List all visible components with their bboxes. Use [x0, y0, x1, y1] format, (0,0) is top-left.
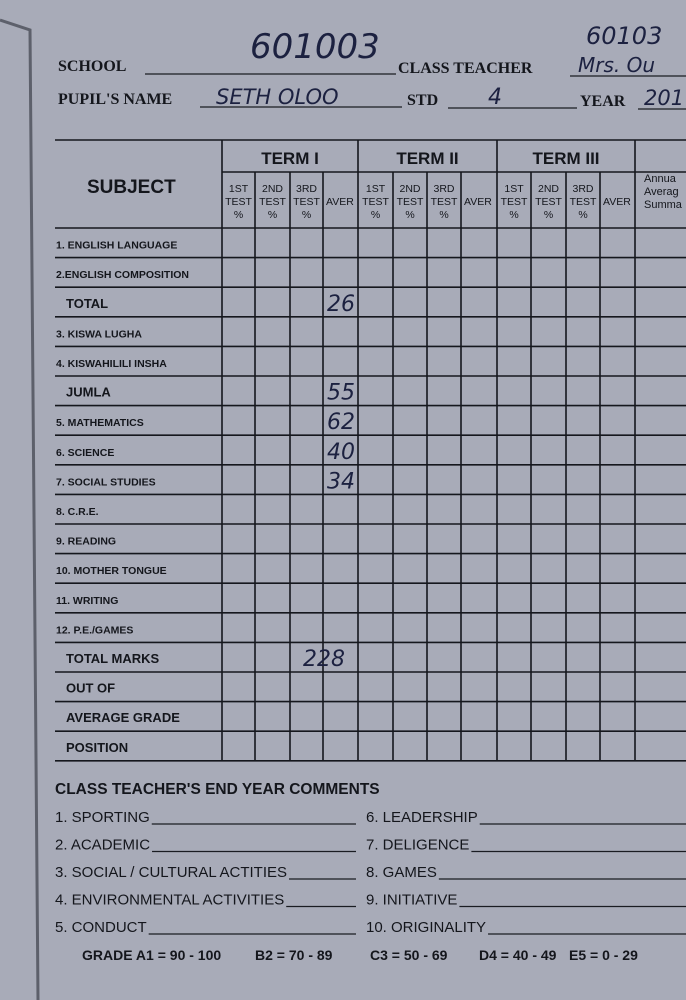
- column-header: TEST: [570, 196, 597, 208]
- comment-label: 5. CONDUCT: [55, 919, 147, 936]
- grade-scale: B2 = 70 - 89: [255, 947, 333, 963]
- column-header: %: [302, 209, 311, 221]
- comment-label: 6. LEADERSHIP: [366, 809, 478, 826]
- column-header: %: [268, 209, 277, 221]
- comments-title: CLASS TEACHER'S END YEAR COMMENTS: [55, 781, 380, 798]
- comments: 1. SPORTING 2. ACADEMIC 3. SOCIAL / CULTUR…: [55, 809, 686, 936]
- grade-scale: C3 = 50 - 69: [370, 947, 448, 963]
- std-value: 4: [488, 85, 502, 110]
- comment-label: 2. ACADEMIC: [55, 837, 150, 854]
- term1-average: 34: [327, 469, 355, 494]
- annual-header: Summa: [644, 199, 683, 211]
- year-value: 201: [644, 86, 684, 110]
- term1-average: 40: [327, 440, 355, 465]
- term1-average: 26: [327, 292, 355, 317]
- corner-code: 60103: [586, 22, 662, 50]
- subject-label: JUMLA: [66, 385, 111, 400]
- subject-label: TOTAL: [66, 296, 108, 311]
- subject-label: 1. ENGLISH LANGUAGE: [56, 240, 177, 252]
- column-header: TEST: [293, 196, 320, 208]
- subject-label: 6. SCIENCE: [56, 447, 114, 459]
- subject-label: 4. KISWAHILILI INSHA: [56, 358, 167, 370]
- column-header: %: [234, 209, 243, 221]
- subject-label: 8. C.R.E.: [56, 506, 99, 518]
- term1-average: 228: [303, 647, 345, 672]
- column-header: 2ND: [262, 183, 283, 195]
- subject-label: 5. MATHEMATICS: [56, 417, 144, 429]
- pupil-name-label: PUPIL'S NAME: [58, 91, 172, 108]
- class-teacher-label: CLASS TEACHER: [398, 60, 533, 77]
- paper-edge: [0, 18, 40, 1000]
- column-header: AVER: [603, 196, 631, 208]
- comment-label: 1. SPORTING: [55, 809, 150, 826]
- subject-label: OUT OF: [66, 681, 115, 696]
- comment-label: 4. ENVIRONMENTAL ACTIVITIES: [55, 892, 284, 909]
- class-teacher-value: Mrs. Ou: [578, 53, 655, 77]
- grade-scale: GRADE A1 = 90 - 100: [82, 947, 221, 963]
- column-header: %: [578, 209, 587, 221]
- column-header: %: [405, 209, 414, 221]
- column-header: 3RD: [572, 183, 593, 195]
- subject-label: 9. READING: [56, 536, 116, 548]
- comment-label: 10. ORIGINALITY: [366, 919, 486, 936]
- column-header: AVER: [464, 196, 492, 208]
- grade-scale: E5 = 0 - 29: [569, 947, 638, 963]
- column-header: %: [509, 209, 518, 221]
- column-header: %: [439, 209, 448, 221]
- std-label: STD: [407, 92, 438, 109]
- column-header: 2ND: [399, 183, 420, 195]
- subject-label: 10. MOTHER TONGUE: [56, 565, 167, 577]
- column-header: TEST: [535, 196, 562, 208]
- column-header: 3RD: [433, 183, 454, 195]
- term-header: TERM II: [396, 149, 458, 168]
- subject-label: 2.ENGLISH COMPOSITION: [56, 269, 189, 281]
- column-header: AVER: [326, 196, 354, 208]
- comment-label: 3. SOCIAL / CULTURAL ACTITIES: [55, 864, 287, 881]
- subject-label: POSITION: [66, 740, 128, 755]
- term-header: TERM I: [261, 149, 319, 168]
- year-label: YEAR: [580, 93, 626, 110]
- annual-header: Annua: [644, 173, 677, 185]
- school-label: SCHOOL: [58, 58, 126, 75]
- pupil-name-value: SETH OLOO: [216, 85, 339, 109]
- subject-header: SUBJECT: [87, 177, 176, 198]
- subject-label: 3. KISWA LUGHA: [56, 328, 142, 340]
- subject-label: AVERAGE GRADE: [66, 710, 180, 725]
- column-header: 2ND: [538, 183, 559, 195]
- column-header: TEST: [225, 196, 252, 208]
- annual-header: Averag: [644, 186, 679, 198]
- column-header: TEST: [501, 196, 528, 208]
- column-header: TEST: [431, 196, 458, 208]
- column-header: TEST: [362, 196, 389, 208]
- grade-scale: D4 = 40 - 49: [479, 947, 557, 963]
- comment-label: 9. INITIATIVE: [366, 892, 457, 909]
- comment-label: 8. GAMES: [366, 864, 437, 881]
- term-header: TERM III: [532, 149, 599, 168]
- column-header: %: [371, 209, 380, 221]
- subject-label: TOTAL MARKS: [66, 651, 159, 666]
- comment-label: 7. DELIGENCE: [366, 837, 469, 854]
- column-header: 3RD: [296, 183, 317, 195]
- column-header: 1ST: [504, 183, 524, 195]
- subject-label: 7. SOCIAL STUDIES: [56, 476, 156, 488]
- term1-average: 55: [327, 381, 355, 406]
- column-header: 1ST: [366, 183, 386, 195]
- column-header: 1ST: [229, 183, 249, 195]
- column-header: TEST: [259, 196, 286, 208]
- subject-label: 12. P.E./GAMES: [56, 624, 133, 636]
- column-header: %: [544, 209, 553, 221]
- grading: GRADE A1 = 90 - 100 B2 = 70 - 89 C3 = 50 -…: [82, 947, 638, 963]
- subject-label: 11. WRITING: [56, 595, 118, 607]
- column-header: TEST: [397, 196, 424, 208]
- term1-average: 62: [327, 410, 355, 435]
- handwritten-code: 601003: [250, 27, 380, 67]
